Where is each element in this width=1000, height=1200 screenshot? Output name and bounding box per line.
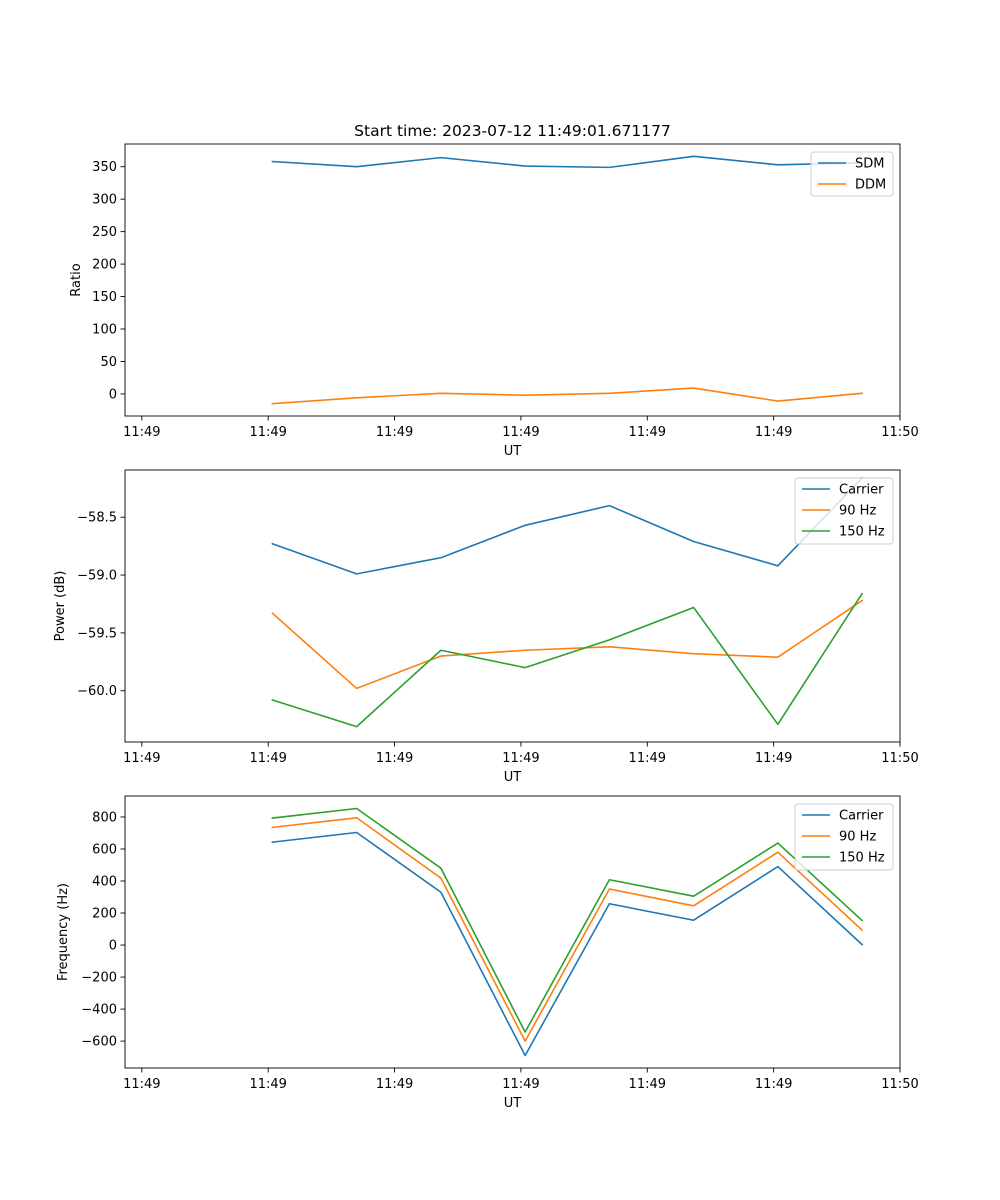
x-tick-label: 11:49: [502, 1077, 539, 1092]
legend-label: DDM: [855, 178, 886, 193]
y-tick-label: 250: [92, 225, 117, 240]
y-tick-label: −400: [81, 1003, 117, 1018]
axes-frame: [124, 143, 901, 417]
y-tick-label: 100: [92, 323, 117, 338]
x-tick-label: 11:49: [123, 1077, 160, 1092]
x-tick-label: 11:49: [376, 425, 413, 440]
legend-label: 150 Hz: [839, 525, 885, 540]
x-tick-label: 11:49: [629, 425, 666, 440]
legend: SDM DDM: [810, 151, 894, 197]
series-line-150-hz: [271, 807, 864, 1033]
x-tick-label: 11:50: [881, 425, 918, 440]
x-tick-label: 11:49: [376, 751, 413, 766]
legend-label: 150 Hz: [839, 851, 885, 866]
x-tick-label: 11:49: [376, 1077, 413, 1092]
x-tick-label: 11:49: [755, 425, 792, 440]
y-tick-label: 400: [92, 875, 117, 890]
x-tick-label: 11:49: [123, 425, 160, 440]
y-tick-label: 600: [92, 842, 117, 857]
y-tick-label: 800: [92, 810, 117, 825]
x-tick-label: 11:49: [755, 751, 792, 766]
series-line-carrier: [271, 831, 864, 1057]
axes-frame: [124, 469, 901, 743]
x-tick-label: 11:49: [502, 425, 539, 440]
x-tick-label: 11:50: [881, 1077, 918, 1092]
y-tick-label: 350: [92, 160, 117, 175]
x-axis-label: UT: [504, 444, 522, 459]
x-tick-label: 11:49: [629, 1077, 666, 1092]
y-axis-label: Power (dB): [53, 571, 68, 642]
series-line-90-hz: [271, 599, 864, 690]
subplot-2: 11:49 11:49 11:49 11:49 11:49 11:49 11:50 −60.0…: [53, 469, 919, 785]
y-tick-label: −59.0: [77, 569, 117, 584]
legend-box: [794, 477, 894, 545]
y-axis-label: Frequency (Hz): [56, 883, 71, 981]
x-tick-label: 11:49: [755, 1077, 792, 1092]
y-tick-label: −200: [81, 971, 117, 986]
legend-label: SDM: [855, 157, 884, 172]
y-tick-label: 200: [92, 258, 117, 273]
legend-label: Carrier: [839, 483, 884, 498]
subplot-3: 11:49 11:49 11:49 11:49 11:49 11:49 11:50 −600 −…: [56, 795, 919, 1111]
legend-label: Carrier: [839, 809, 884, 824]
y-tick-label: −60.0: [77, 684, 117, 699]
x-tick-label: 11:49: [123, 751, 160, 766]
x-tick-label: 11:49: [249, 425, 286, 440]
x-axis-label: UT: [504, 1096, 522, 1111]
y-tick-label: 200: [92, 907, 117, 922]
y-tick-label: 50: [100, 355, 117, 370]
figure-title: Start time: 2023-07-12 11:49:01.671177: [354, 122, 671, 140]
y-tick-label: 300: [92, 193, 117, 208]
series-line-150-hz: [271, 592, 864, 728]
y-tick-label: 0: [109, 387, 117, 402]
x-tick-label: 11:50: [881, 751, 918, 766]
x-tick-label: 11:49: [629, 751, 666, 766]
y-tick-label: −59.5: [77, 626, 117, 641]
axes-frame: [124, 795, 901, 1069]
series-line-ddm: [271, 387, 863, 405]
legend-label: 90 Hz: [839, 504, 876, 519]
y-axis-label: Ratio: [69, 263, 84, 296]
series-line-sdm: [271, 155, 863, 169]
y-tick-label: −58.5: [77, 511, 117, 526]
y-tick-label: 0: [109, 939, 117, 954]
x-tick-label: 11:49: [502, 751, 539, 766]
subplot-1: 11:49 11:49 11:49 11:49 11:49 11:49 11:50 0 50 10…: [69, 143, 919, 459]
x-axis-label: UT: [504, 770, 522, 785]
legend-box: [794, 803, 894, 871]
y-tick-label: −600: [81, 1035, 117, 1050]
charts-container: 11:49 11:49 11:49 11:49 11:49 11:49 11:50 0 50 10…: [53, 143, 919, 1111]
y-tick-label: 150: [92, 290, 117, 305]
legend-label: 90 Hz: [839, 830, 876, 845]
series-line-carrier: [271, 476, 864, 575]
legend: Carrier 90 Hz 150 Hz: [794, 477, 894, 545]
series-line-90-hz: [271, 816, 864, 1042]
x-tick-label: 11:49: [249, 1077, 286, 1092]
legend: Carrier 90 Hz 150 Hz: [794, 803, 894, 871]
x-tick-label: 11:49: [249, 751, 286, 766]
